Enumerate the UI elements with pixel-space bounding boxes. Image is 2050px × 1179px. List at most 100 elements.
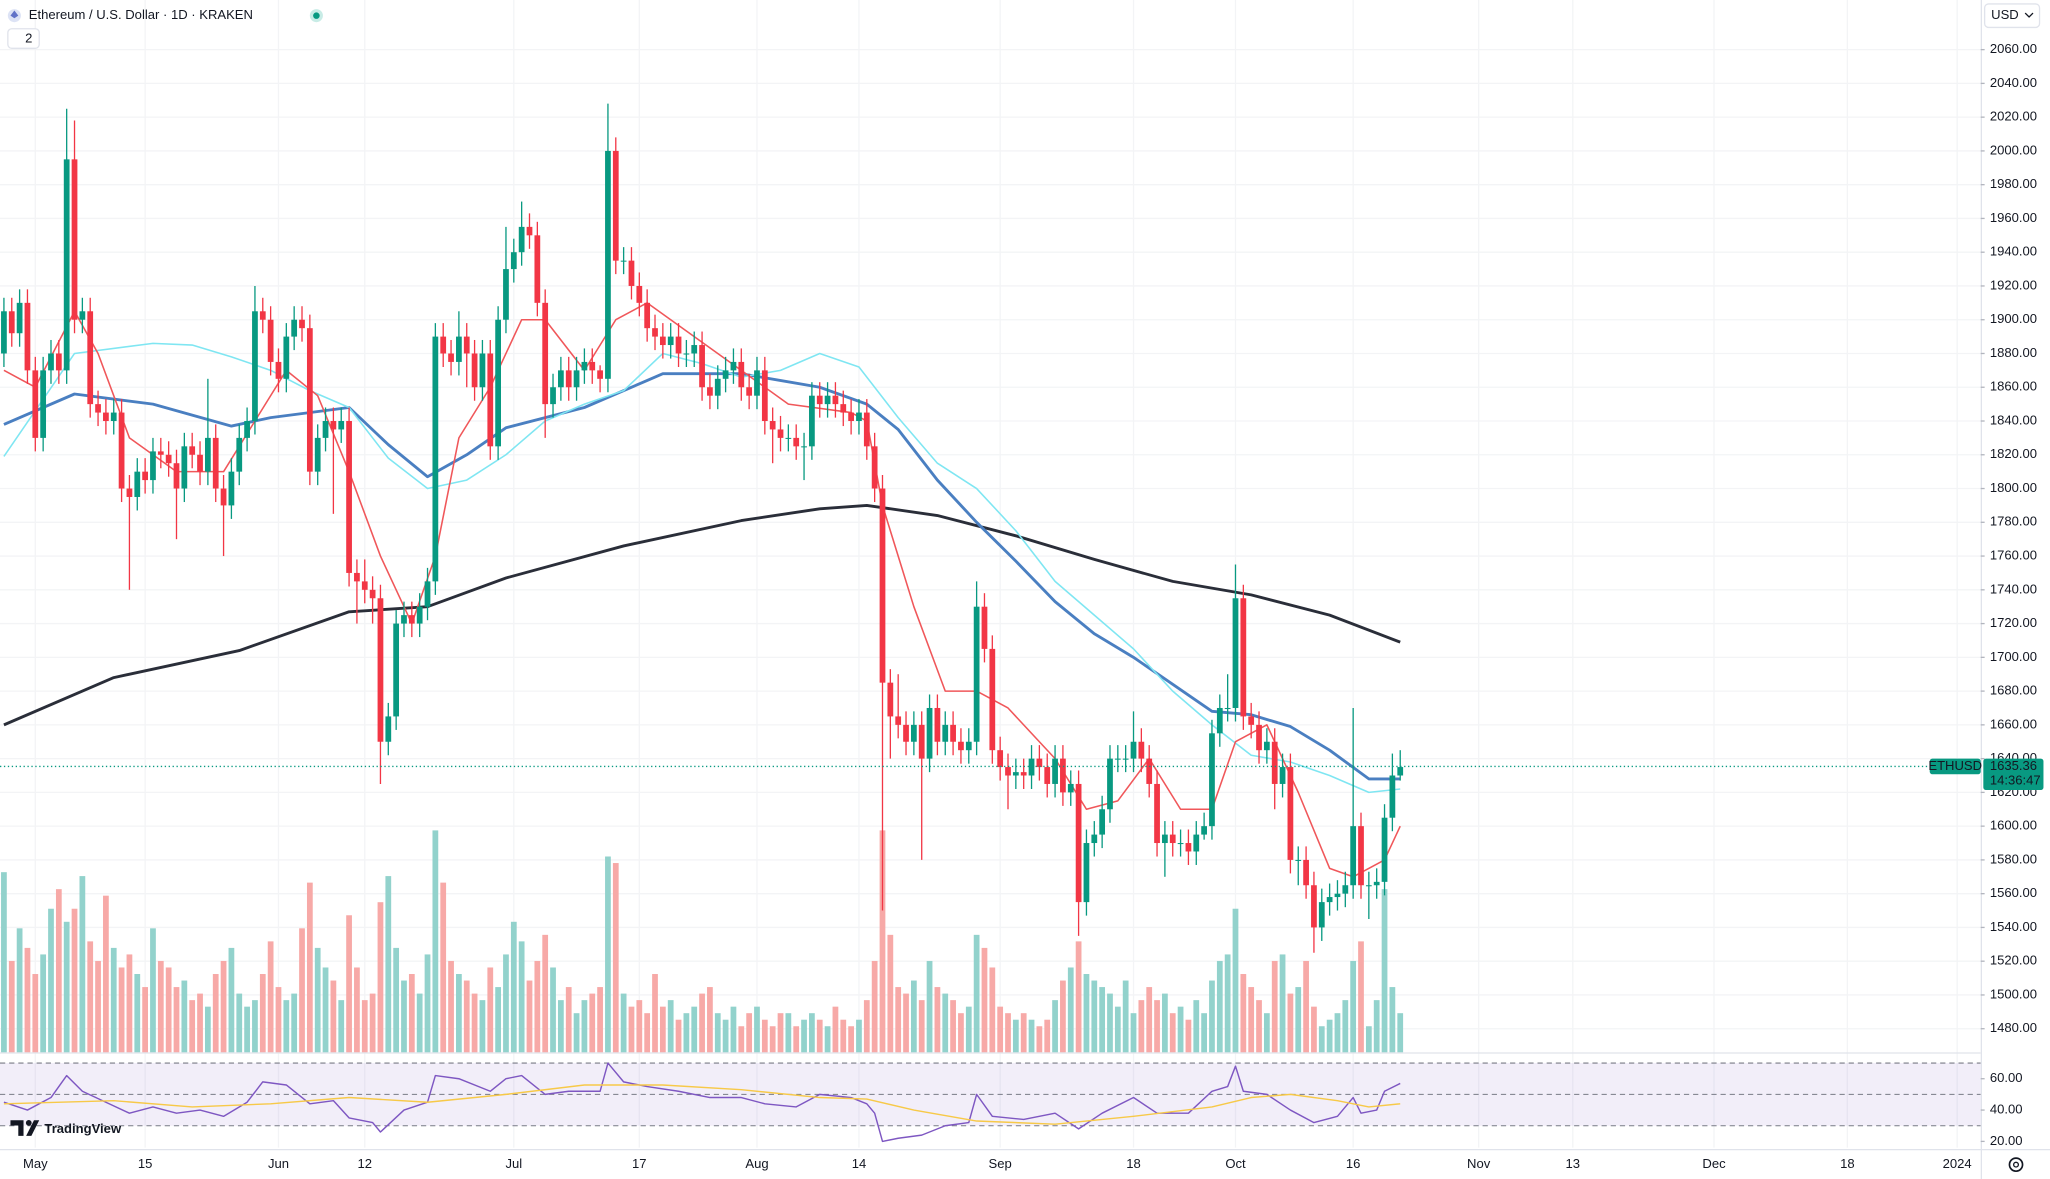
x-tick-label: 14 [852,1156,867,1171]
volume-bar [824,1026,831,1053]
candle-body [1036,758,1043,768]
candle-body [361,581,368,590]
candle-body [1224,707,1231,710]
candle-body [1373,881,1380,886]
candle-body [1107,758,1113,810]
settings-button[interactable] [2008,1157,2024,1173]
candle-body [887,682,894,717]
candle-body [1044,767,1051,784]
y-tick-label: 1840.00 [1990,412,2037,427]
candle-body [1169,834,1176,844]
volume-bar [903,993,909,1053]
volume-bar [8,960,15,1053]
volume-bar [1067,967,1074,1053]
volume-bar [361,1000,368,1053]
volume-bar [793,1026,800,1053]
volume-bar [220,960,227,1053]
volume-bar [605,856,611,1053]
volume-bar [1107,993,1113,1053]
currency-caret[interactable] [2024,12,2034,18]
volume-bar [369,993,376,1053]
volume-bar [314,947,321,1053]
candle-body [1091,834,1098,844]
candle-body [236,437,243,472]
indicator-count[interactable]: 2 [25,31,32,46]
indicator-toggle[interactable] [7,28,40,49]
volume-bar [181,980,188,1053]
x-tick-label: 15 [138,1156,153,1171]
volume-bar [346,915,352,1053]
candle-body [32,370,39,438]
volume-bar [1091,980,1098,1053]
volume-bar [126,954,133,1053]
candle-body [126,488,133,497]
volume-bar [926,960,933,1053]
volume-bar [1169,1013,1176,1053]
candle-body [63,159,70,371]
y-tick-label: 1680.00 [1990,683,2037,698]
candle-body [165,454,172,464]
candle-body [314,437,321,472]
volume-bar [1256,1000,1262,1053]
candle-body [440,336,447,354]
candle-body [903,724,909,742]
candle-body [534,235,541,303]
volume-bar [103,895,109,1053]
volume-bar [503,954,509,1053]
candle-body [832,395,839,405]
volume-bar [252,1000,258,1053]
candle-body [48,353,54,371]
candle-body [659,336,666,346]
volume-bar [746,1013,753,1053]
candle-body [385,716,392,742]
candle-body [1334,893,1341,898]
currency-button[interactable] [1983,3,2041,29]
volume-bar [401,980,407,1053]
volume-bar [236,993,243,1053]
settings-button-core[interactable] [2013,1161,2020,1168]
y-tick-label: 1920.00 [1990,277,2037,292]
candle-body [471,353,478,388]
candle-body [809,395,815,447]
candle-body [346,421,352,573]
volume-bar [628,1006,635,1053]
volume-bar [644,1013,651,1053]
candle-body [110,412,117,422]
currency-label[interactable]: USD [1991,7,2019,22]
candle-body [1138,741,1145,759]
volume-bar [1052,1000,1058,1053]
candle-body [8,311,15,334]
x-tick-label: 18 [1126,1156,1141,1171]
volume-bar [63,921,70,1053]
volume-bar [801,1019,807,1053]
volume-bar [1020,1013,1027,1053]
candle-body [220,488,227,506]
volume-bar [1318,1026,1325,1053]
volume-bar [589,993,596,1053]
volume-bar [205,1006,211,1053]
volume-bar [1130,1013,1137,1053]
candle-body [299,319,305,329]
candle-body [275,361,282,379]
ethereum-glyph [10,10,19,19]
x-tick-label: Nov [1467,1156,1491,1171]
candle-body [401,615,407,624]
brand-logo [10,1120,40,1136]
volume-bar [377,902,384,1053]
volume-bar [981,947,988,1053]
volume-bar [1083,974,1090,1053]
candle-body [103,412,109,422]
y-tick-label: 1580.00 [1990,851,2037,866]
volume-bar [620,993,627,1053]
x-tick-label: 18 [1840,1156,1855,1171]
candle-body [267,319,274,362]
candle-body [338,421,345,430]
candle-body [1114,758,1121,760]
candle-body [283,336,290,379]
candle-body [958,741,964,751]
y-tick-label: 1720.00 [1990,615,2037,630]
candle-body [926,707,933,759]
volume-bar [910,980,917,1053]
